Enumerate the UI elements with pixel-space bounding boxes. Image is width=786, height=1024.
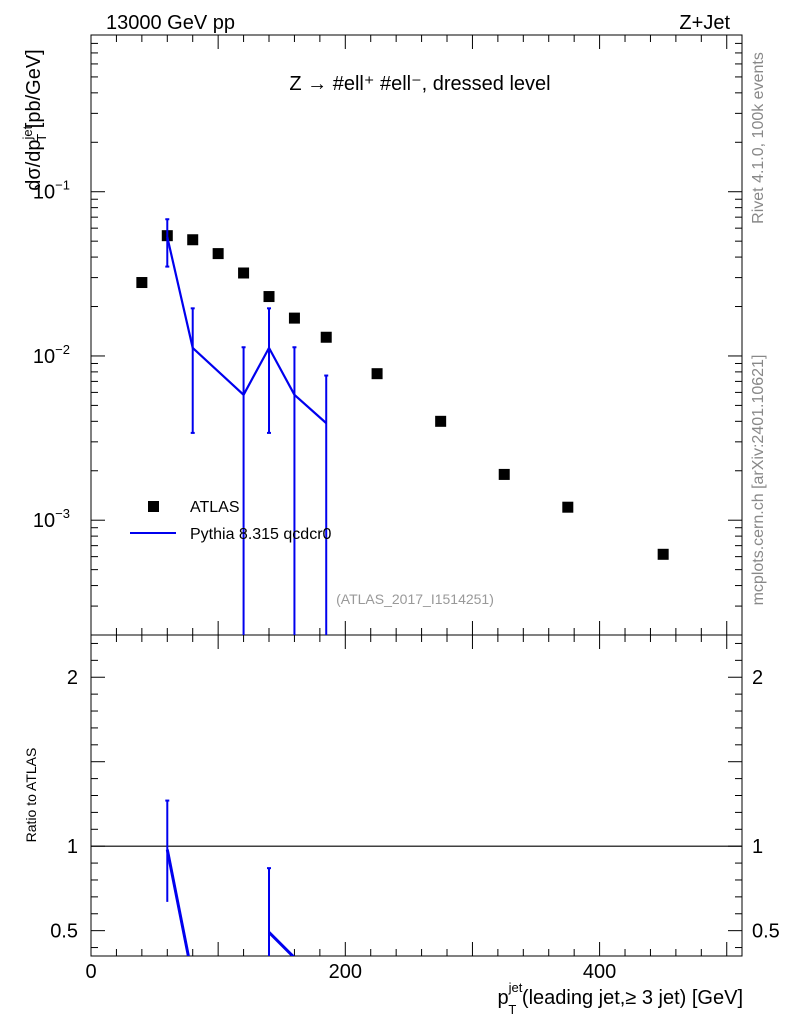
atlas-data-point: [238, 267, 250, 279]
main-plot-title: Z → #ell⁺ #ell⁻, dressed level: [289, 73, 550, 95]
x-tick-label: 0: [85, 961, 96, 983]
x-axis-label-text: (leading jet,≥ 3 jet) [GeV]: [516, 987, 743, 1009]
legend-atlas-label: ATLAS: [190, 499, 240, 516]
y-tick-label-ratio-right: 2: [752, 667, 763, 689]
header-energy: 13000 GeV pp: [106, 12, 235, 34]
legend-atlas-marker: [148, 501, 159, 512]
main-y-axis-label-sub: T: [34, 134, 49, 142]
atlas-data-point: [435, 415, 447, 427]
rivet-version-label: Rivet 4.1.0, 100k events: [750, 52, 767, 224]
legend-pythia-label: Pythia 8.315 qcdcr0: [190, 526, 332, 543]
x-axis-label: pjet T (leading jet,≥ 3 jet) [GeV]: [498, 980, 743, 1017]
atlas-data-point: [288, 312, 300, 324]
atlas-data-point: [187, 234, 199, 246]
y-tick-label-exponent: −2: [55, 342, 70, 357]
atlas-data-point: [657, 548, 669, 560]
ratio-series-layer: [91, 799, 742, 956]
main-y-axis-label: dσ/dpjetT [pb/GeV]: [20, 49, 49, 190]
y-tick-label-mantissa: 10: [33, 510, 55, 532]
atlas-data-point: [371, 368, 383, 380]
main-y-axis-label-sup: jet: [20, 125, 35, 140]
y-tick-label-ratio-left: 1: [67, 836, 78, 858]
atlas-data-point: [498, 468, 510, 480]
y-tick-label-main: 10−1: [33, 178, 70, 204]
main-y-axis-label-unit: [pb/GeV]: [23, 49, 45, 134]
y-tick-label-mantissa: 10: [33, 346, 55, 368]
atlas-data-point: [212, 248, 224, 260]
y-tick-label-exponent: −1: [55, 178, 70, 193]
main-series-layer: [136, 218, 669, 635]
y-tick-label-ratio-right: 1: [752, 836, 763, 858]
header-process: Z+Jet: [679, 12, 730, 34]
ratio-panel-frame: [90, 634, 743, 957]
y-tick-label-main: 10−2: [33, 342, 70, 368]
atlas-data-point: [562, 501, 574, 513]
y-tick-label-ratio-right: 0.5: [752, 921, 780, 943]
x-tick-label: 400: [583, 961, 616, 983]
main-y-axis-label-main: dσ/dp: [23, 139, 45, 190]
y-tick-label-ratio-left: 2: [67, 667, 78, 689]
y-tick-label-mantissa: 10: [33, 182, 55, 204]
x-axis-label-p: p: [498, 987, 509, 1009]
x-axis-label-sup: jet: [508, 980, 523, 995]
pythia-series-line: [166, 236, 327, 424]
ratio-series-line: [267, 931, 295, 956]
atlas-data-point: [320, 331, 332, 343]
y-tick-label-main: 10−3: [33, 506, 70, 532]
x-tick-label: 200: [329, 961, 362, 983]
y-tick-label-ratio-left: 0.5: [50, 921, 78, 943]
x-axis-label-sub: T: [508, 1002, 516, 1017]
analysis-watermark: (ATLAS_2017_I1514251): [336, 591, 494, 607]
ratio-series-line: [165, 849, 190, 956]
y-tick-label-exponent: −3: [55, 506, 70, 521]
mcplots-label: mcplots.cern.ch [arXiv:2401.10621]: [750, 355, 767, 606]
atlas-data-point: [136, 277, 148, 289]
ratio-y-axis-label: Ratio to ATLAS: [23, 748, 39, 843]
axis-ticks: [90, 34, 742, 956]
atlas-data-point: [263, 291, 275, 303]
